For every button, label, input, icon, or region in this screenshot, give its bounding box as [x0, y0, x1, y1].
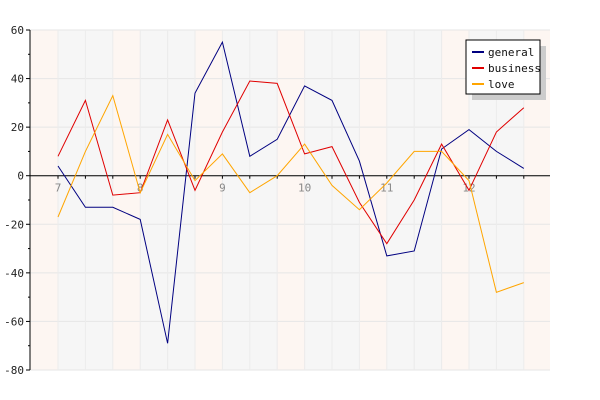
background-band: [222, 30, 250, 370]
y-tick-label: -60: [4, 315, 24, 328]
y-tick-label: -20: [4, 218, 24, 231]
x-tick-label: 7: [55, 182, 62, 195]
y-tick-label: 0: [17, 170, 24, 183]
background-bands: [30, 30, 550, 370]
background-band: [195, 30, 223, 370]
y-tick-label: 40: [11, 73, 24, 86]
background-band: [140, 30, 168, 370]
x-tick-label: 8: [137, 182, 144, 195]
series-lines: [57, 40, 525, 344]
legend-label-general: general: [488, 46, 534, 59]
y-tick-label: 60: [11, 24, 24, 37]
legend-label-love: love: [488, 78, 515, 91]
axes: 60 40 20 0 -20 -40 -60 -80 7 8 9 10 11 12: [4, 24, 550, 377]
series-line-love: [57, 94, 524, 293]
background-band: [249, 30, 278, 370]
series-line-business: [57, 80, 525, 245]
x-tick-label: 9: [219, 182, 226, 195]
background-band: [441, 30, 469, 370]
background-band: [277, 30, 305, 370]
x-tick-label: 11: [380, 182, 393, 195]
background-band: [85, 30, 113, 370]
y-tick-label: 20: [11, 121, 24, 134]
background-band: [30, 30, 58, 370]
background-band: [304, 30, 332, 370]
background-band: [359, 30, 387, 370]
legend: general business love: [465, 39, 546, 100]
x-tick-label: 12: [462, 182, 475, 195]
x-tick-label: 10: [298, 182, 311, 195]
background-band: [386, 30, 415, 370]
background-band: [332, 30, 360, 370]
background-band: [58, 30, 86, 370]
y-tick-label: -80: [4, 364, 24, 377]
background-band: [167, 30, 195, 370]
background-band: [112, 30, 141, 370]
y-tick-label: -40: [4, 267, 24, 280]
legend-label-business: business: [488, 62, 541, 75]
series-line-general: [57, 40, 525, 344]
